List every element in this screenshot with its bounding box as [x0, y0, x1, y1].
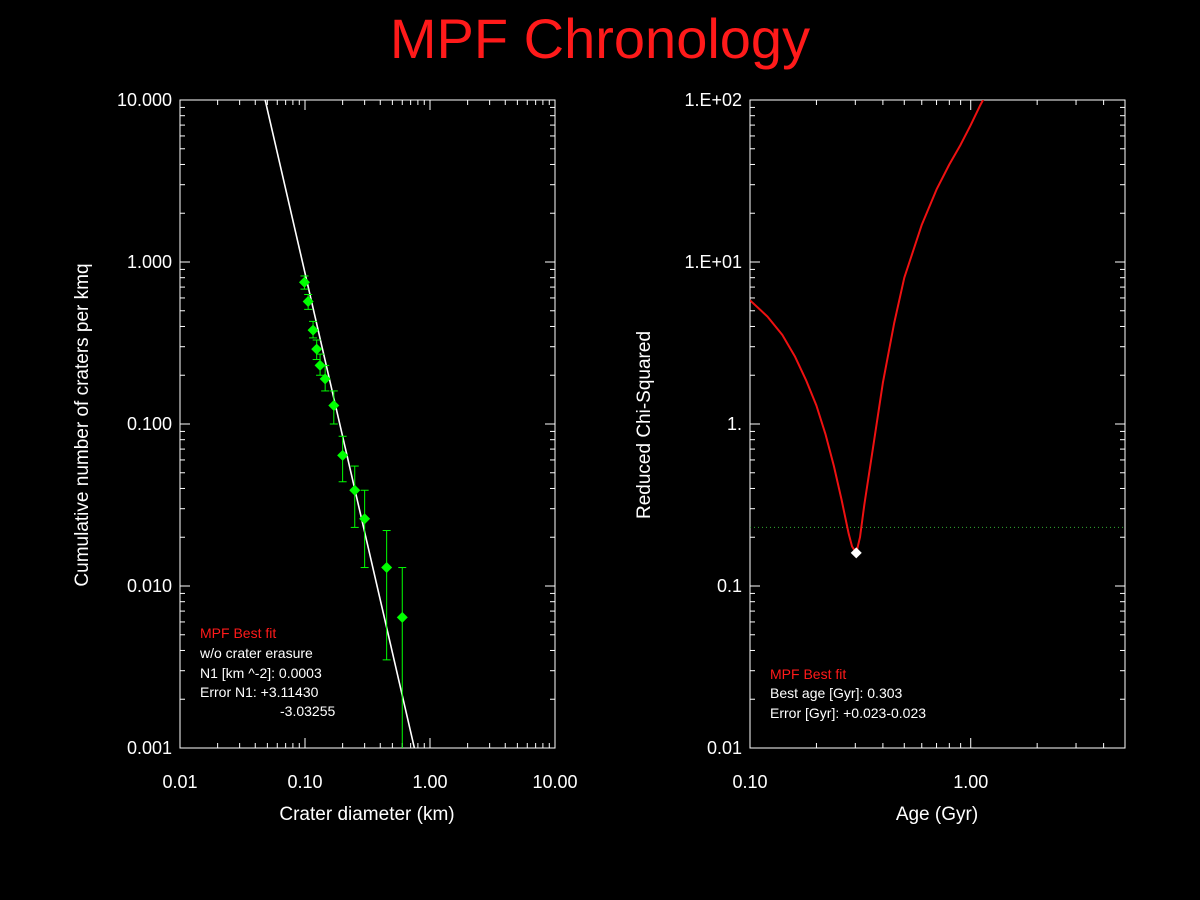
left-y-tick-label: 0.010 — [127, 576, 172, 596]
best-fit-marker — [850, 547, 862, 559]
right-y-tick-label: 1. — [727, 414, 742, 434]
left-annotation-line-2: N1 [km ^-2]: 0.0003 — [200, 665, 322, 681]
right-annotation-line-1: Best age [Gyr]: 0.303 — [770, 685, 903, 701]
left-annotation-line-1: w/o crater erasure — [199, 645, 313, 661]
data-point — [337, 449, 349, 461]
data-point — [302, 296, 314, 308]
right-x-tick-label: 0.10 — [732, 772, 767, 792]
data-point — [396, 611, 408, 623]
data-point — [307, 324, 319, 336]
left-x-tick-label: 0.10 — [287, 772, 322, 792]
right-y-tick-label: 1.E+01 — [684, 252, 742, 272]
fit-line — [264, 100, 416, 748]
data-point — [381, 562, 393, 574]
data-point — [349, 484, 361, 496]
data-point — [298, 276, 310, 288]
left-annotation-title: MPF Best fit — [200, 625, 276, 641]
left-y-tick-label: 0.100 — [127, 414, 172, 434]
left-y-tick-label: 1.000 — [127, 252, 172, 272]
data-point — [359, 513, 371, 525]
right-annotation-line-2: Error [Gyr]: +0.023-0.023 — [770, 705, 926, 721]
chi-squared-curve — [750, 100, 985, 554]
page-title: MPF Chronology — [389, 7, 811, 70]
left-x-tick-label: 1.00 — [412, 772, 447, 792]
right-y-tick-label: 0.01 — [707, 738, 742, 758]
right-x-tick-label: 1.00 — [953, 772, 988, 792]
left-x-tick-label: 0.01 — [162, 772, 197, 792]
data-point — [311, 343, 323, 355]
right-y-tick-label: 0.1 — [717, 576, 742, 596]
right-xlabel: Age (Gyr) — [896, 804, 978, 825]
left-y-tick-label: 0.001 — [127, 738, 172, 758]
right-plot-frame — [749, 99, 1126, 749]
right-annotation-title: MPF Best fit — [770, 666, 846, 682]
left-x-tick-label: 10.00 — [532, 772, 577, 792]
data-point — [314, 359, 326, 371]
data-point — [328, 400, 340, 412]
left-annotation-line-4: -3.03255 — [280, 703, 335, 719]
left-y-tick-label: 10.000 — [117, 90, 172, 110]
left-annotation-line-3: Error N1: +3.11430 — [200, 684, 319, 700]
left-ylabel: Cumulative number of craters per kmq — [72, 263, 93, 586]
right-ylabel: Reduced Chi-Squared — [634, 331, 655, 519]
left-xlabel: Crater diameter (km) — [279, 804, 454, 825]
right-y-tick-label: 1.E+02 — [684, 90, 742, 110]
data-point — [319, 373, 331, 385]
